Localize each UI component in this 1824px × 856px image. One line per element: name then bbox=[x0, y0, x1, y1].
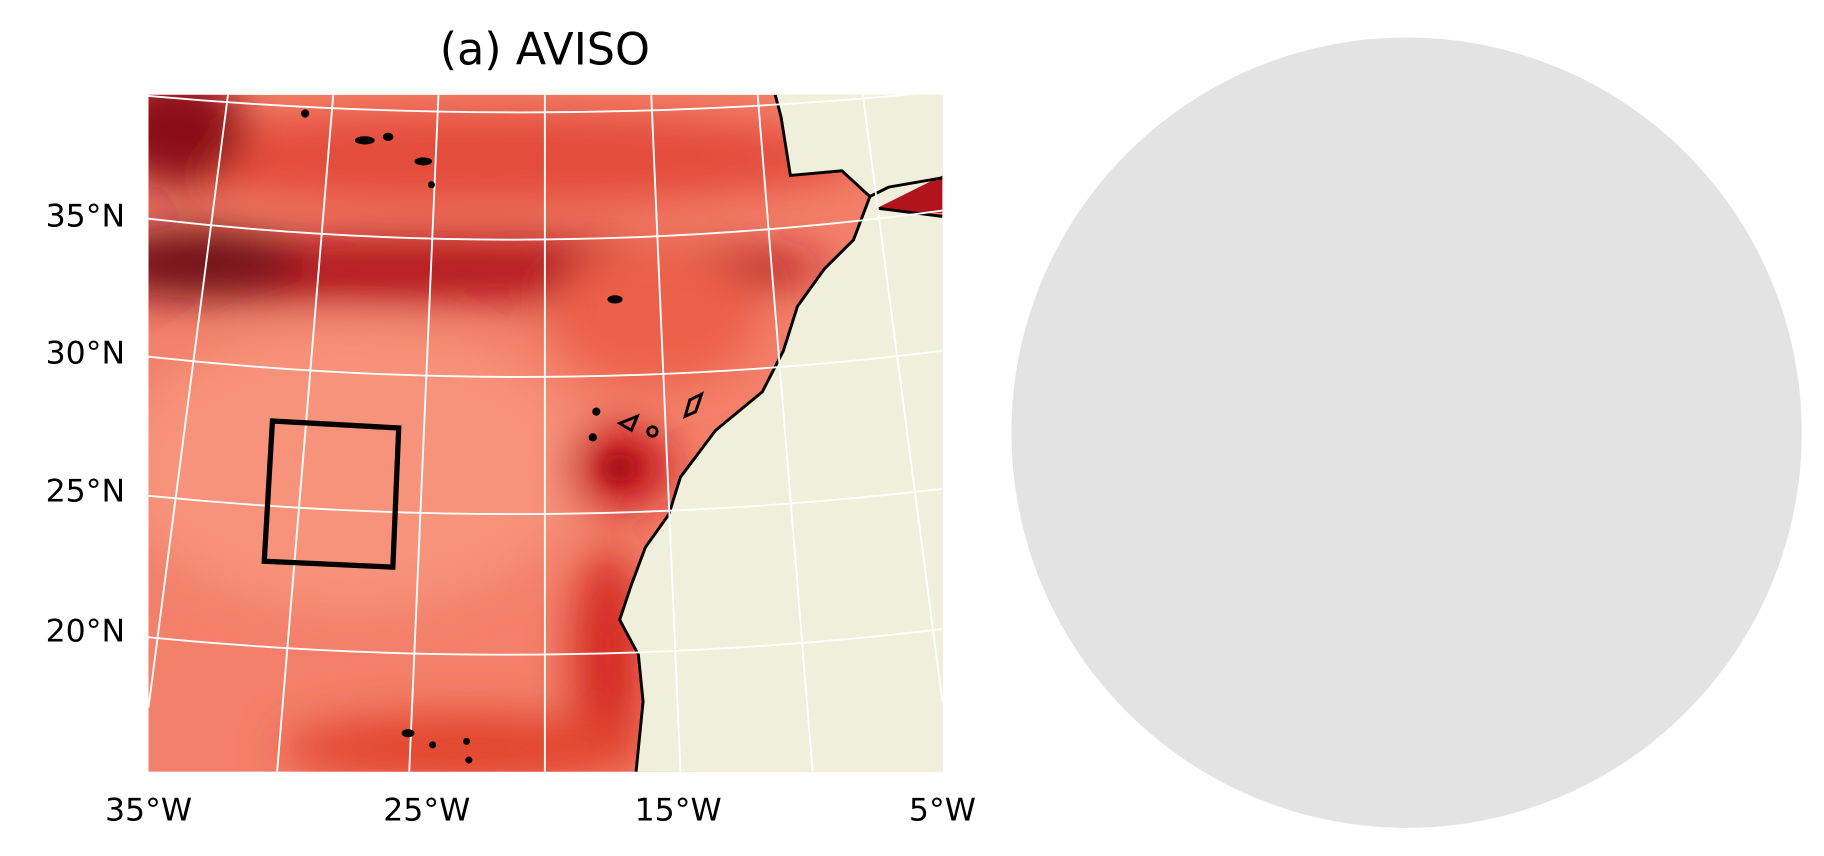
lon-label: 25°W bbox=[383, 793, 470, 829]
lon-label: 15°W bbox=[635, 793, 722, 829]
eddy bbox=[603, 453, 637, 482]
graticule bbox=[148, 94, 943, 772]
lat-label: 35°N bbox=[46, 199, 126, 235]
coastline bbox=[618, 94, 872, 772]
land bbox=[619, 94, 943, 772]
lat-label: 25°N bbox=[46, 473, 126, 509]
lat-label: 20°N bbox=[46, 614, 126, 650]
lon-label: 5°W bbox=[909, 793, 976, 829]
panel-title: (a) AVISO bbox=[440, 25, 650, 76]
lat-label: 30°N bbox=[46, 335, 126, 371]
islands bbox=[301, 109, 705, 764]
lon-labels: 35°W 25°W 15°W 5°W bbox=[105, 793, 976, 829]
lon-label: 35°W bbox=[105, 793, 192, 829]
lat-labels: 35°N 30°N 25°N 20°N bbox=[46, 199, 126, 650]
map bbox=[148, 94, 943, 772]
study-box bbox=[261, 418, 402, 570]
empty-panel bbox=[1011, 37, 1802, 828]
